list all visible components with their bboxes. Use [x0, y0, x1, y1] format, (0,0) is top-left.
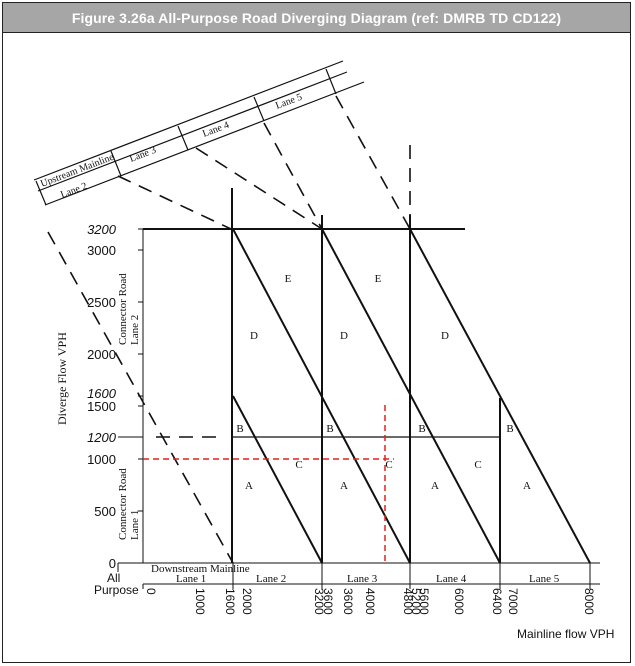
- example-construction-lines: [143, 405, 394, 563]
- y-tick-label: 1500: [87, 399, 116, 414]
- projection-dash: [47, 231, 234, 564]
- diagonal: [232, 228, 411, 564]
- downstream-lane-label: Lane 5: [529, 573, 560, 585]
- y-axis: 0 500 1000 1200 1500 1600 2000 2500 3000…: [55, 222, 143, 571]
- x-tick-label: 3600: [321, 588, 335, 615]
- x-tick-label: 4800: [401, 588, 415, 615]
- y-tick-label: 0: [109, 556, 116, 571]
- region-label-b: B: [236, 423, 243, 435]
- y-tick-label: 2500: [87, 295, 116, 310]
- x-tick-label: 5200: [409, 588, 423, 615]
- x-tick-label: 8000: [582, 588, 596, 615]
- y-axis-title: Diverge Flow VPH: [55, 332, 69, 425]
- x-axis: 0 1000 1600 2000 3200 3600 3600 4000 480…: [142, 584, 614, 641]
- x-tick-label: 1600: [223, 588, 237, 615]
- projection-dash: [263, 122, 323, 230]
- y-tick-label: 500: [94, 504, 116, 519]
- x-tick-label: 3600: [341, 588, 355, 615]
- y-tick-label: 2000: [87, 347, 116, 362]
- region-label-d: D: [340, 330, 348, 342]
- y-tick-label: 1600: [87, 386, 117, 401]
- band-divider: [325, 68, 337, 95]
- downstream-mainline-label: Downstream Mainline: [151, 563, 250, 575]
- connector-road-lane1-label: Connector RoadLane 1: [117, 468, 141, 540]
- region-label-a: A: [431, 480, 439, 492]
- downstream-mainline-row: Downstream Mainline Lane 1 Lane 2 Lane 3…: [94, 563, 560, 597]
- diagonal: [232, 395, 323, 564]
- x-tick-label: 2000: [240, 588, 254, 615]
- region-label-c: C: [295, 459, 302, 471]
- band-divider: [177, 125, 189, 151]
- projection-dash: [117, 175, 232, 230]
- downstream-lane-label: Lane 4: [436, 573, 467, 585]
- y-tick-label: 1200: [87, 430, 117, 445]
- diagram-grid: [117, 188, 600, 572]
- x-tick-label: 7000: [506, 588, 520, 615]
- x-tick-label: 0: [144, 588, 158, 595]
- region-label-a: A: [523, 480, 531, 492]
- projection-dash: [195, 147, 323, 230]
- row-label-all: All: [107, 571, 120, 585]
- x-tick-label: 4000: [363, 588, 377, 615]
- lane-dividers: [143, 563, 600, 585]
- band-line: [37, 71, 348, 192]
- region-label-b: B: [418, 423, 425, 435]
- downstream-lane-label: Lane 1: [176, 573, 206, 585]
- band-line: [33, 60, 344, 181]
- y-tick-label: 3000: [87, 243, 116, 258]
- upstream-mainline-band: Upstream Mainline Lane 2 Lane 3 Lane 4 L…: [33, 60, 365, 206]
- x-tick-label: 5600: [417, 588, 431, 615]
- band-divider: [110, 150, 122, 177]
- figure-caption: Figure 3.26a All-Purpose Road Diverging …: [71, 9, 562, 26]
- projection-dash: [335, 95, 411, 230]
- region-label-b: B: [506, 423, 513, 435]
- region-label-d: D: [441, 330, 449, 342]
- connector-road-lane2-label: Connector RoadLane 2: [117, 273, 141, 345]
- upstream-projection-dashes: [47, 95, 411, 564]
- x-tick-label: 1000: [193, 588, 207, 615]
- x-tick-label: 6000: [452, 588, 466, 615]
- downstream-lane-label: Lane 3: [347, 573, 378, 585]
- upstream-lane2-label: Lane 2: [59, 181, 89, 201]
- band-divider: [253, 96, 265, 122]
- caption-bar: Figure 3.26a All-Purpose Road Diverging …: [3, 3, 630, 33]
- upstream-lane3-label: Lane 3: [128, 145, 158, 165]
- y-tick-label: 3200: [87, 222, 117, 237]
- band-line: [44, 81, 365, 206]
- band-divider: [35, 180, 47, 206]
- region-label-d: D: [250, 330, 258, 342]
- diagonal: [321, 228, 501, 564]
- row-label-purpose: Purpose: [94, 583, 139, 597]
- region-label-e: E: [375, 273, 382, 285]
- x-tick-label: 6400: [490, 588, 504, 615]
- region-label-e: E: [285, 273, 292, 285]
- y-tick-label: 1000: [87, 452, 116, 467]
- region-label-b: B: [326, 423, 333, 435]
- region-labels: A B C D E A B C D E A B C D A B: [236, 273, 531, 492]
- region-label-a: A: [340, 480, 348, 492]
- x-axis-title: Mainline flow VPH: [517, 627, 614, 641]
- region-label-a: A: [245, 480, 253, 492]
- downstream-lane-label: Lane 2: [256, 573, 286, 585]
- x-tick-label: 3200: [312, 588, 326, 615]
- region-label-c: C: [385, 459, 392, 471]
- diagonal: [409, 228, 591, 564]
- region-label-c: C: [474, 459, 481, 471]
